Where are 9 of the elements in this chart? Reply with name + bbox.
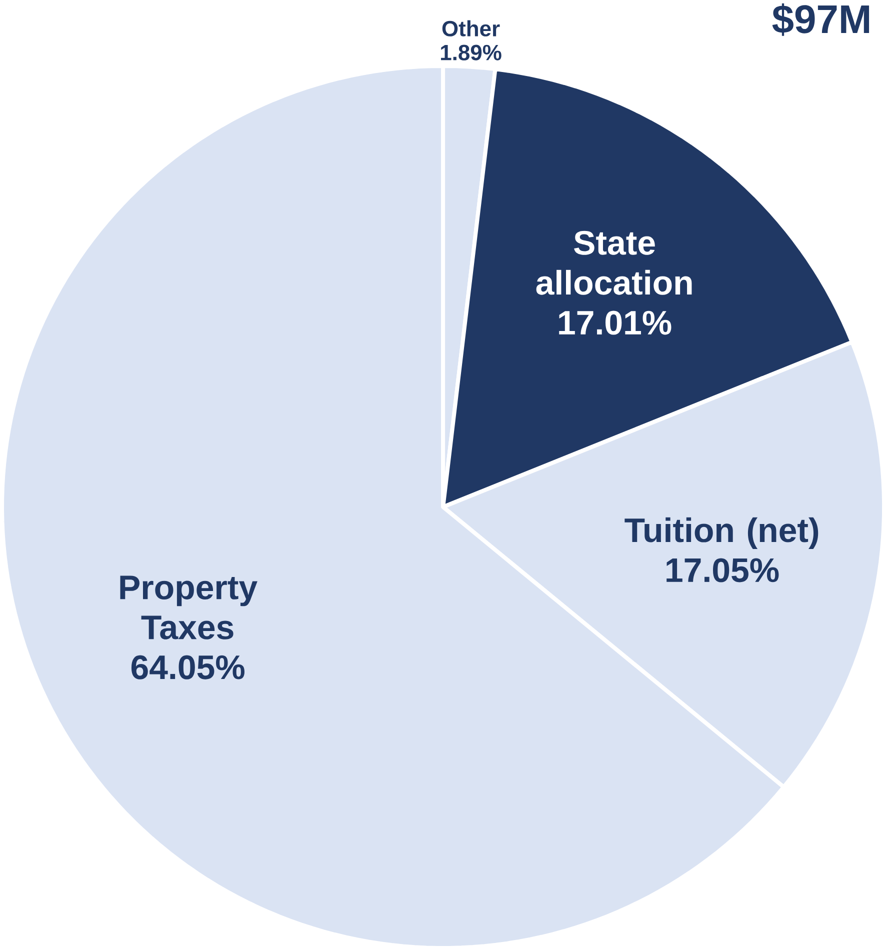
data-label: 64.05%: [131, 655, 244, 680]
chart-title: $97M: [772, 3, 870, 36]
slice-label: Tuition (net): [624, 517, 818, 550]
data-label: 17.05%: [666, 558, 779, 582]
slice-label: State allocation: [536, 230, 692, 295]
data-label: 17.01%: [559, 310, 672, 335]
slice-label: Property Taxes: [120, 576, 258, 640]
data-label: 1.89%: [440, 44, 502, 60]
slice-label: Other: [442, 20, 500, 36]
